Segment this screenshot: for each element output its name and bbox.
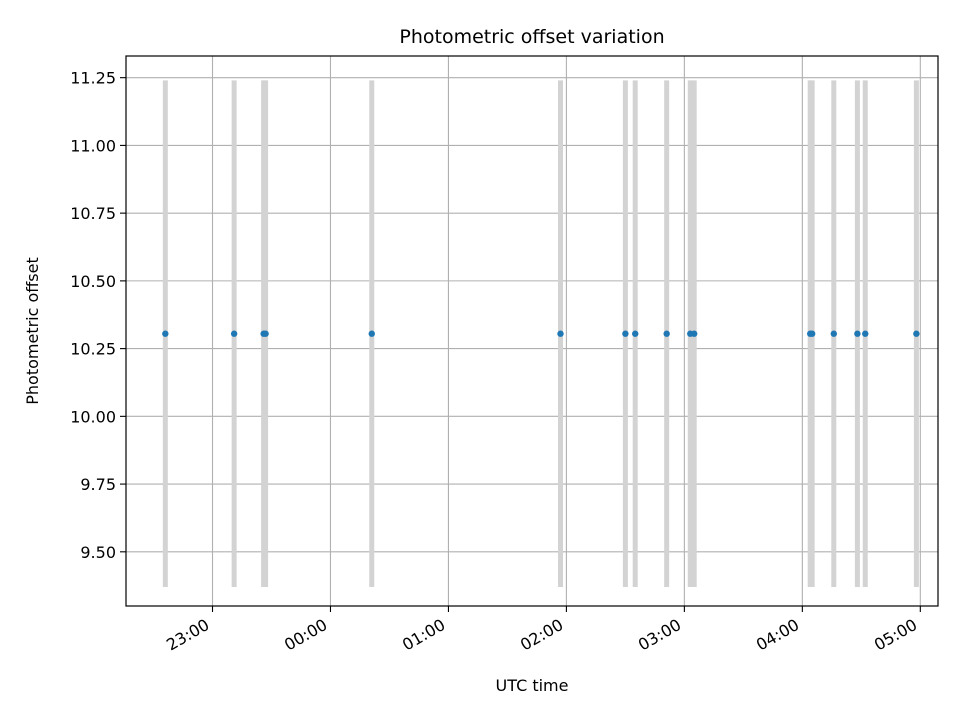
data-point <box>230 330 238 337</box>
x-axis-label: UTC time <box>496 676 569 695</box>
data-point <box>557 330 564 337</box>
y-tick-label: 11.25 <box>70 69 116 88</box>
y-tick-label: 11.00 <box>70 136 116 155</box>
y-axis-ticks: 9.50 9.75 10.00 10.25 10.50 10.75 11.00 11.25 <box>70 69 126 562</box>
data-point <box>913 330 920 337</box>
y-tick-label: 10.00 <box>70 407 116 426</box>
y-tick-label: 10.25 <box>70 340 116 359</box>
y-tick-label: 9.75 <box>80 475 116 494</box>
data-point <box>862 330 869 337</box>
y-axis-label: Photometric offset <box>23 257 42 405</box>
data-point <box>632 330 639 337</box>
data-point <box>691 330 698 337</box>
y-tick-label: 9.50 <box>80 543 116 562</box>
y-tick-label: 10.75 <box>70 204 116 223</box>
chart-title: Photometric offset variation <box>399 26 664 48</box>
data-point <box>368 330 375 337</box>
data-point <box>808 330 816 337</box>
plot-frame <box>125 55 939 607</box>
y-tick-label: 10.50 <box>70 272 116 291</box>
data-points <box>162 330 920 337</box>
data-point <box>830 330 837 337</box>
data-point <box>854 330 861 337</box>
data-point <box>622 330 629 337</box>
data-point <box>162 330 169 337</box>
data-point <box>663 330 670 337</box>
data-point <box>262 330 269 337</box>
